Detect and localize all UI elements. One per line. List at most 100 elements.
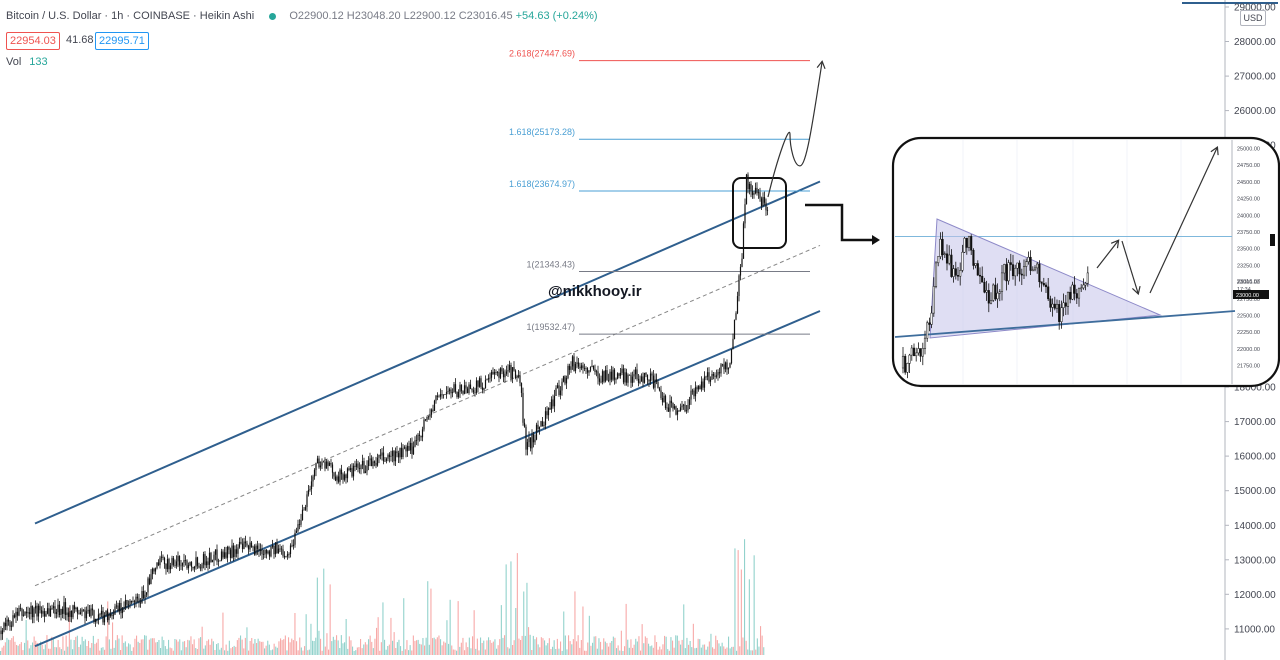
axis-tick-label: 26000.00: [1234, 106, 1276, 117]
candle-body: [277, 548, 280, 553]
volume-bar: [712, 647, 714, 655]
candle-body: [445, 392, 448, 395]
volume-bar: [716, 640, 718, 655]
candle-body: [237, 547, 239, 554]
volume-bar: [280, 638, 282, 655]
candle-body: [735, 313, 737, 320]
volume-bar: [156, 642, 158, 655]
candle-body: [472, 390, 475, 393]
volume-bar: [139, 643, 141, 655]
volume-bar: [246, 627, 248, 655]
volume-bar: [67, 646, 69, 655]
candle-body: [324, 461, 326, 469]
inset-candle-body: [1055, 304, 1059, 309]
volume-bar: [169, 647, 171, 655]
candle-body: [558, 385, 560, 395]
inset-candle-body: [1073, 284, 1076, 294]
candle-body: [486, 379, 488, 381]
candle-body: [336, 476, 338, 481]
candle-body: [459, 384, 461, 392]
volume-bar: [150, 638, 152, 655]
inset-tick-label: 22250.00: [1237, 330, 1260, 336]
candle-body: [82, 609, 85, 611]
buy-button[interactable]: 22995.71: [95, 32, 149, 50]
volume-bar: [731, 646, 733, 655]
candle-body: [184, 560, 187, 561]
candle-body: [73, 605, 76, 610]
inset-candle-body: [934, 262, 938, 287]
volume-bar: [574, 591, 576, 655]
volume-bar: [256, 643, 258, 655]
candle-body: [124, 600, 127, 608]
volume-bar: [603, 638, 605, 655]
volume-bar: [430, 588, 432, 655]
candle-body: [469, 384, 472, 389]
volume-bar: [659, 646, 661, 655]
candle-body: [108, 613, 110, 621]
candle-body: [739, 266, 742, 276]
candle-body: [249, 542, 251, 550]
candle-body: [576, 362, 578, 364]
volume-bar: [110, 648, 112, 655]
volume-bar: [305, 614, 307, 655]
candle-body: [139, 602, 142, 604]
candle-body: [502, 371, 505, 378]
inset-candle-body: [961, 251, 964, 271]
candle-body: [619, 372, 622, 376]
inset-price-tag-label: 23000.00: [1236, 293, 1259, 299]
inset-candle-body: [1075, 293, 1078, 299]
volume-bar: [753, 555, 755, 655]
volume-bar: [600, 641, 602, 655]
candle-body: [267, 551, 269, 554]
volume-bar: [377, 617, 379, 655]
volume-bar: [315, 637, 317, 655]
candle-body: [153, 568, 155, 572]
candle-body: [216, 549, 218, 562]
inset-candle-body: [1007, 262, 1010, 282]
volume-bar: [233, 645, 235, 655]
candle-body: [315, 463, 317, 470]
candle-body: [646, 374, 649, 380]
candle-body: [523, 422, 526, 427]
volume-bar: [216, 644, 218, 655]
candle-body: [678, 410, 680, 412]
candle-body: [177, 555, 179, 562]
volume-bar: [721, 642, 723, 655]
candle-body: [43, 611, 46, 617]
inset-candle-body: [1077, 287, 1081, 299]
candle-body: [361, 461, 364, 466]
volume-bar: [387, 646, 389, 655]
candle-body: [345, 474, 347, 479]
candle-body: [211, 560, 214, 562]
volume-bar: [694, 648, 696, 655]
inset-tick-label: 23000.00: [1237, 280, 1260, 286]
candle-body: [564, 376, 566, 384]
candle-body: [243, 541, 245, 549]
candle-body: [217, 560, 220, 562]
candle-body: [180, 565, 182, 567]
candle-body: [681, 405, 683, 408]
candle-body: [159, 557, 161, 566]
volume-bar: [515, 608, 517, 655]
candle-body: [489, 377, 491, 379]
candle-body: [381, 452, 383, 456]
candle-body: [334, 476, 337, 481]
volume-bar: [480, 637, 482, 655]
candle-body: [649, 373, 652, 382]
volume-bar: [672, 640, 674, 655]
volume-bar: [64, 650, 66, 655]
candle-body: [235, 549, 238, 554]
candle-body: [652, 375, 655, 388]
inset-candle-body: [1022, 266, 1026, 276]
volume-bar: [756, 638, 758, 655]
inset-tick-label: 24000.00: [1237, 213, 1260, 219]
volume-bar: [510, 561, 512, 655]
candle-body: [504, 373, 506, 378]
volume-bar: [195, 648, 197, 655]
candle-body: [514, 370, 517, 378]
currency-button[interactable]: USD: [1240, 10, 1266, 26]
sell-button[interactable]: 22954.03: [6, 32, 60, 50]
candle-body: [679, 407, 682, 411]
candle-body: [642, 376, 644, 383]
